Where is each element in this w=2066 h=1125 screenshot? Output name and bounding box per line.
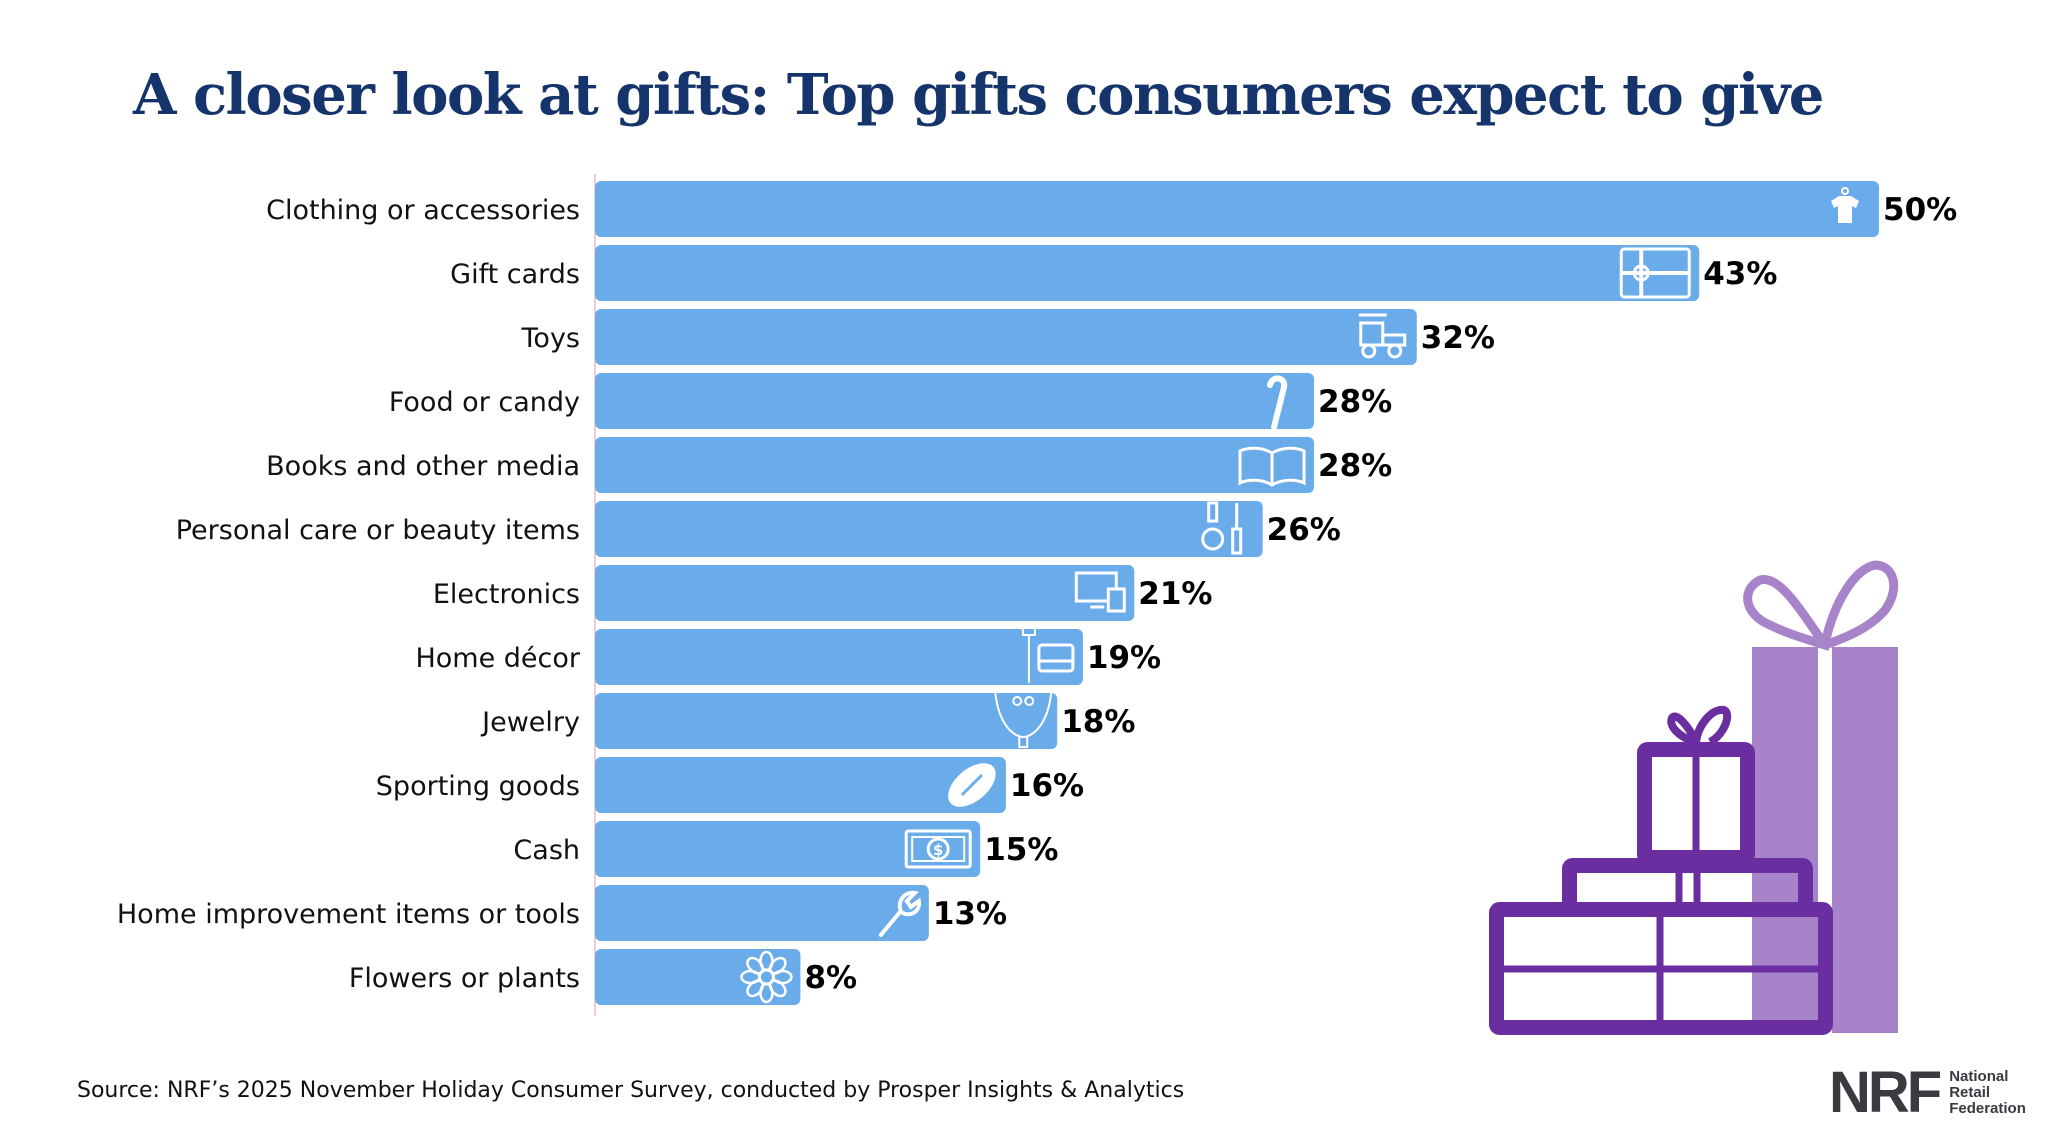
logo-word: Federation <box>1949 1100 2026 1117</box>
gift-illustration <box>1489 560 1899 1035</box>
category-label: Electronics <box>433 579 580 610</box>
value-label: 32% <box>1421 320 1495 356</box>
bar <box>595 501 1263 557</box>
bar-row: Gift cards 43% <box>450 245 1777 301</box>
value-label: 50% <box>1883 192 1957 228</box>
bar <box>595 181 1879 237</box>
bar-row: Food or candy 28% <box>389 373 1392 430</box>
money-icon: $ <box>904 829 972 869</box>
category-label: Home décor <box>415 643 580 674</box>
bar <box>595 949 801 1005</box>
football-icon <box>948 763 996 807</box>
small-gift-bow <box>1667 705 1732 747</box>
bar-row: Flowers or plants 8% <box>349 949 857 1005</box>
middle-gift-box <box>1562 858 1813 917</box>
source-note: Source: NRF’s 2025 November Holiday Cons… <box>77 1078 1185 1103</box>
category-label: Gift cards <box>450 259 580 290</box>
bar-row: Cash 15% $ <box>513 821 1058 877</box>
category-label: Toys <box>521 323 580 354</box>
value-label: 21% <box>1138 576 1212 612</box>
bar-row: Books and other media 28% <box>266 437 1392 493</box>
lamp-chair-icon <box>1021 626 1075 683</box>
value-label: 15% <box>984 832 1058 868</box>
tall-gift-bow <box>1743 560 1899 651</box>
value-label: 26% <box>1267 512 1341 548</box>
tshirt-icon <box>1831 187 1859 223</box>
category-label: Personal care or beauty items <box>176 515 580 546</box>
bar <box>595 565 1135 621</box>
necklace-icon <box>994 692 1053 748</box>
category-label: Sporting goods <box>376 771 580 802</box>
chart-title: A closer look at gifts: Top gifts consum… <box>133 62 1824 128</box>
bar <box>595 757 1006 813</box>
category-label: Books and other media <box>266 451 580 482</box>
category-label: Food or candy <box>389 387 580 418</box>
category-label: Clothing or accessories <box>266 195 580 226</box>
category-label: Cash <box>513 835 580 866</box>
bar-row: Home improvement items or tools 13% <box>117 885 1007 941</box>
bar-row: Sporting goods 16% <box>376 757 1084 813</box>
small-gift-box <box>1637 742 1755 865</box>
category-label: Flowers or plants <box>349 963 580 994</box>
bar-row: Home décor 19% <box>415 626 1161 685</box>
bar-row: Jewelry 18% <box>480 692 1135 749</box>
bar-row: Electronics 21% <box>433 565 1212 621</box>
category-label: Home improvement items or tools <box>117 899 580 930</box>
value-label: 18% <box>1061 704 1135 740</box>
value-label: 28% <box>1318 384 1392 420</box>
category-label: Jewelry <box>480 707 580 738</box>
logo-mark: NRF <box>1829 1060 1942 1125</box>
bar <box>595 437 1315 493</box>
value-label: 43% <box>1703 256 1777 292</box>
nrf-logo: NRF National Retail Federation <box>1829 1064 2026 1122</box>
bar <box>595 373 1315 429</box>
bar-row: Clothing or accessories 50% <box>266 181 1957 237</box>
bar <box>595 821 981 877</box>
value-label: 28% <box>1318 448 1392 484</box>
bar-row: Personal care or beauty items 26% <box>176 501 1341 557</box>
svg-text:$: $ <box>933 841 943 859</box>
logo-word: National <box>1949 1068 2009 1085</box>
wrench-icon <box>878 890 922 937</box>
bar-row: Toys 32% <box>521 309 1495 365</box>
logo-word: Retail <box>1949 1084 1991 1101</box>
bar <box>595 309 1417 365</box>
toy-train-icon <box>1358 313 1407 359</box>
value-label: 19% <box>1087 640 1161 676</box>
bar <box>595 693 1058 749</box>
beauty-icon <box>1201 501 1243 555</box>
flower-icon <box>740 950 793 1004</box>
value-label: 8% <box>804 960 857 996</box>
book-icon <box>1238 446 1306 487</box>
bar <box>595 245 1700 301</box>
computer-icon <box>1074 571 1126 613</box>
value-label: 13% <box>933 896 1007 932</box>
gift-card-icon <box>1619 247 1691 299</box>
bar <box>595 885 929 941</box>
candy-cane-icon <box>1267 375 1288 430</box>
value-label: 16% <box>1010 768 1084 804</box>
bar <box>595 629 1083 685</box>
